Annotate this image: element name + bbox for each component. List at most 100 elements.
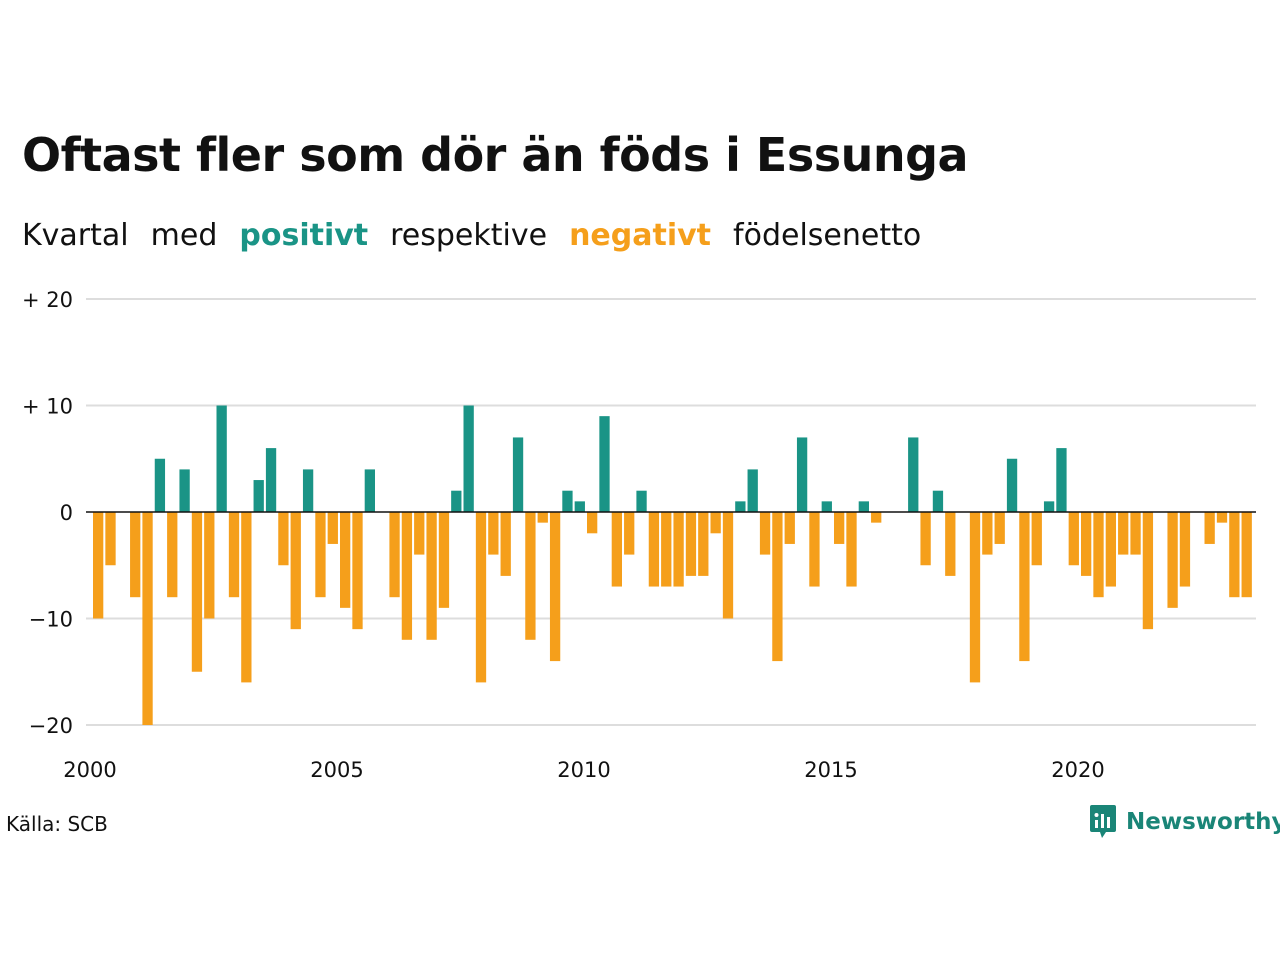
bar-positive — [1043, 501, 1055, 512]
x-axis-labels: 2000 2005 2010 2015 2020 — [63, 758, 1104, 782]
bar-negative — [315, 512, 326, 598]
bar-negative — [710, 512, 721, 534]
bar-positive — [735, 501, 746, 512]
subtitle-word: respektive — [390, 218, 548, 253]
bar-negative — [167, 512, 178, 598]
bar-negative — [401, 512, 413, 640]
bar-negative — [241, 512, 252, 683]
bar-negative — [1081, 512, 1092, 576]
bar-positive — [908, 437, 919, 512]
bar-negative — [994, 512, 1005, 544]
bar-negative — [1130, 512, 1141, 555]
y-tick-label: + 10 — [22, 395, 73, 419]
bar-positive — [932, 490, 944, 512]
bar-negative — [982, 512, 993, 555]
subtitle-word: med — [150, 218, 218, 253]
bar-negative — [587, 512, 598, 534]
subtitle-word: Kvartal — [22, 218, 129, 253]
grid-lines — [86, 298, 1256, 726]
bar-negative — [871, 512, 882, 523]
bar-negative — [1068, 512, 1079, 566]
bar-positive — [1056, 448, 1067, 512]
newsworthy-logo-icon — [1090, 805, 1116, 838]
bar-negative — [648, 512, 660, 587]
chart-subtitle: Kvartal med positivt respektive negativt föde… — [22, 218, 943, 253]
bar-positive — [253, 480, 264, 512]
bar-positive — [302, 469, 314, 512]
bar-negative — [1204, 512, 1215, 544]
bar-negative — [438, 512, 450, 608]
bar-negative — [1093, 512, 1104, 598]
bar-negative — [834, 512, 845, 544]
bar-negative — [340, 512, 351, 608]
y-tick-label: 0 — [60, 501, 73, 525]
bar-negative — [969, 512, 981, 683]
subtitle-positive-word: positivt — [239, 218, 369, 253]
bar-positive — [858, 501, 869, 512]
bar-negative — [1216, 512, 1228, 523]
bar-negative — [1142, 512, 1154, 630]
x-tick-label: 2015 — [804, 758, 857, 782]
bar-positive — [154, 458, 166, 512]
bar-negative — [772, 512, 783, 662]
bar-negative — [278, 512, 289, 566]
bar-chart: + 20 + 10 0 −10 −20 2000 2005 2010 2015 2020 — [22, 288, 1256, 782]
bar-positive — [821, 501, 832, 512]
x-tick-label: 2000 — [63, 758, 116, 782]
bar-negative — [624, 512, 635, 555]
bar-negative — [1105, 512, 1116, 587]
bar-negative — [105, 512, 116, 566]
bar-positive — [574, 501, 585, 512]
bar-negative — [414, 512, 425, 555]
bar-negative — [142, 512, 153, 725]
bar-positive — [463, 405, 474, 512]
subtitle-negative-word: negativt — [569, 218, 712, 253]
bar-negative — [389, 512, 400, 598]
bar-negative — [698, 512, 709, 576]
bar-negative — [759, 512, 771, 555]
bars — [93, 405, 1252, 725]
x-tick-label: 2010 — [557, 758, 610, 782]
bar-negative — [488, 512, 499, 555]
bar-negative — [1031, 512, 1042, 566]
bar-negative — [500, 512, 511, 576]
bar-negative — [1019, 512, 1030, 662]
bar-positive — [636, 490, 647, 512]
bar-negative — [611, 512, 622, 587]
bar-negative — [537, 512, 548, 523]
bar-positive — [796, 437, 808, 512]
bar-negative — [1118, 512, 1129, 555]
bar-negative — [93, 512, 104, 619]
bar-positive — [451, 490, 462, 512]
y-tick-label: −10 — [29, 608, 73, 632]
bar-negative — [661, 512, 672, 587]
bar-negative — [352, 512, 363, 630]
bar-positive — [512, 437, 524, 512]
bar-negative — [327, 512, 338, 544]
chart-title: Oftast fler som dör än föds i Essunga — [22, 128, 969, 182]
bar-positive — [747, 469, 758, 512]
bar-negative — [784, 512, 795, 544]
bar-negative — [685, 512, 697, 576]
bar-negative — [1241, 512, 1252, 598]
bar-negative — [1179, 512, 1191, 587]
subtitle-word: födelsenetto — [733, 218, 922, 253]
bar-positive — [216, 405, 227, 512]
bar-positive — [265, 448, 277, 512]
newsworthy-logo: Newsworthy — [1088, 804, 1280, 840]
bar-negative — [920, 512, 931, 566]
source-note: Källa: SCB — [6, 812, 108, 836]
bar-negative — [809, 512, 820, 587]
newsworthy-logo-text: Newsworthy — [1126, 809, 1280, 835]
bar-positive — [599, 416, 610, 512]
bar-negative — [722, 512, 734, 619]
y-tick-label: + 20 — [22, 288, 73, 312]
bar-negative — [426, 512, 437, 640]
bar-positive — [179, 469, 190, 512]
bar-negative — [191, 512, 203, 672]
bar-positive — [364, 469, 375, 512]
bar-positive — [562, 490, 573, 512]
bar-negative — [228, 512, 240, 598]
bar-negative — [846, 512, 857, 587]
bar-negative — [673, 512, 684, 587]
